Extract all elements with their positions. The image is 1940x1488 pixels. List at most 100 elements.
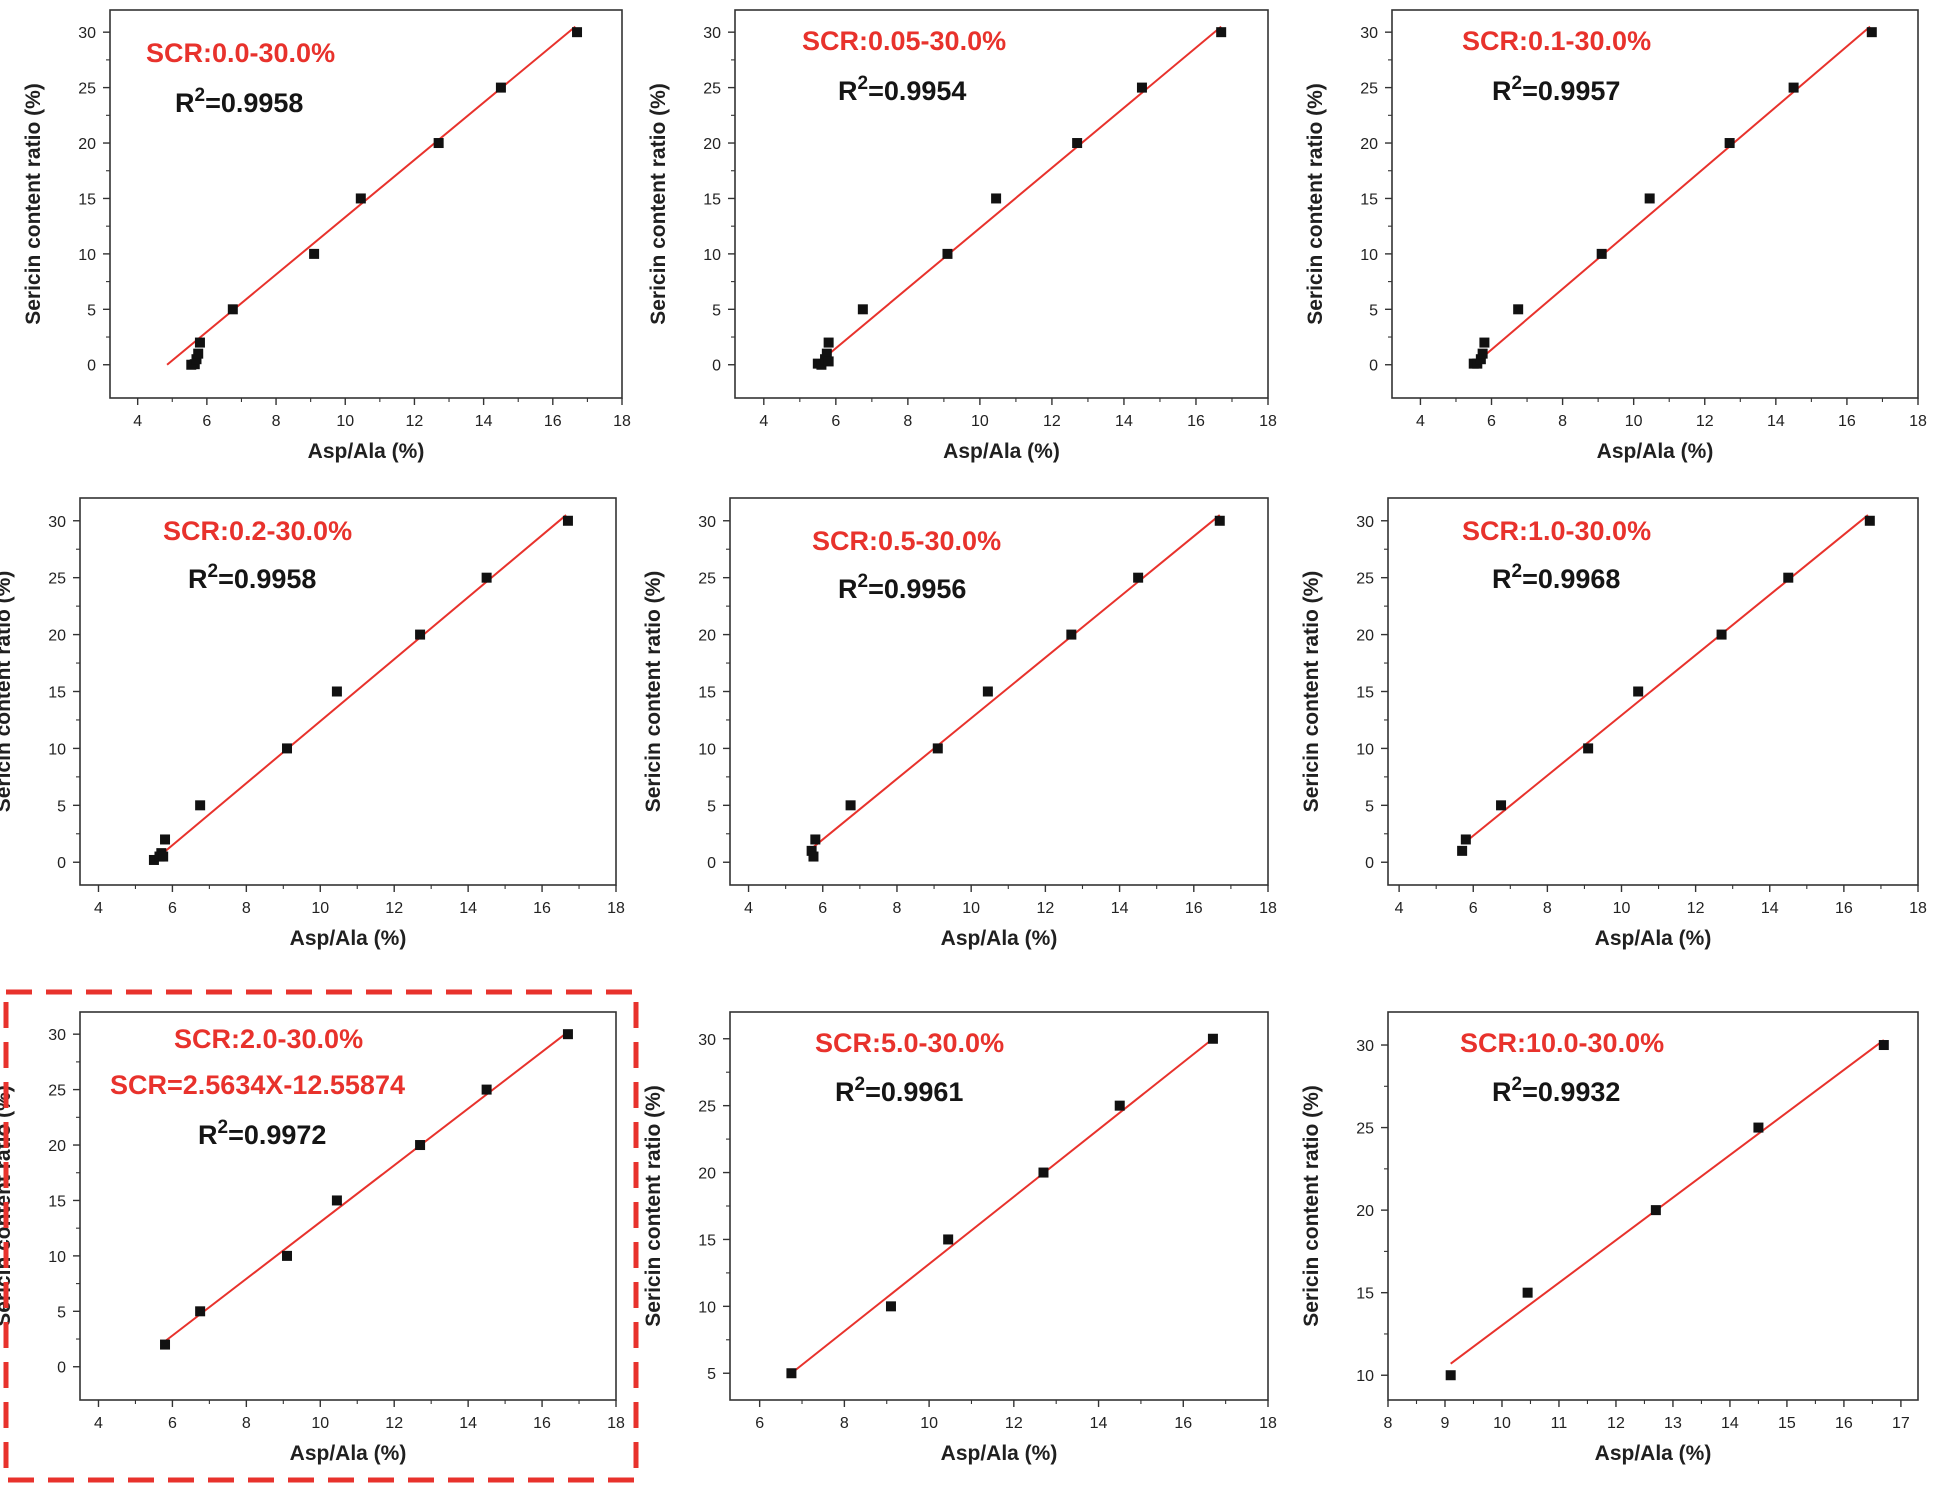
data-point [1207,1033,1218,1044]
chart-panel-4: 4 6 8 10 12 14 16 18 0 5 10 15 20 25 30 Asp/Ala (%) Seri… [0,497,625,950]
x-tick-label: 6 [1487,413,1496,430]
y-tick-label: 15 [698,685,716,702]
x-axis-title: Asp/Ala (%) [941,927,1058,950]
y-tick-label: 5 [87,302,96,319]
x-tick-label: 8 [272,413,281,430]
data-point [1457,845,1468,856]
x-tick-label: 10 [920,1415,938,1432]
x-tick-label: 10 [1493,1415,1511,1432]
data-point [495,82,506,93]
x-tick-label: 8 [840,1415,849,1432]
x-tick-label: 16 [1185,900,1203,917]
r-squared-label: R2=0.9958 [175,85,303,118]
x-tick-label: 12 [1607,1415,1625,1432]
data-point [193,348,204,359]
data-point [982,686,993,697]
x-axis-title: Asp/Ala (%) [1595,927,1712,950]
x-tick-label: 18 [1909,413,1927,430]
r-squared-label: R2=0.9956 [838,571,966,604]
data-point [1038,1167,1049,1178]
x-axis-title: Asp/Ala (%) [1597,440,1714,463]
y-tick-label: 20 [1360,136,1378,153]
data-point [1216,27,1227,38]
x-tick-label: 10 [962,900,980,917]
x-tick-label: 6 [755,1415,764,1432]
y-tick-label: 30 [48,1027,66,1044]
r-squared-label: R2=0.9932 [1492,1074,1620,1107]
x-axis-title: Asp/Ala (%) [943,440,1060,463]
r-squared-label: R2=0.9972 [198,1117,326,1150]
y-tick-label: 0 [87,358,96,375]
data-point [823,356,834,367]
y-tick-label: 5 [1369,302,1378,319]
y-tick-label: 15 [78,191,96,208]
x-tick-label: 4 [133,413,142,430]
y-tick-label: 15 [1356,685,1374,702]
data-point [1650,1205,1661,1216]
x-tick-label: 8 [1384,1415,1393,1432]
data-point [1753,1122,1764,1133]
x-axis-title: Asp/Ala (%) [941,1442,1058,1465]
data-point [808,851,819,862]
y-tick-label: 5 [707,1366,716,1383]
range-label: SCR:0.1-30.0% [1462,26,1651,56]
y-tick-label: 25 [78,81,96,98]
y-tick-label: 5 [707,798,716,815]
plot-frame [734,9,1269,399]
x-tick-label: 16 [1838,413,1856,430]
y-tick-label: 30 [698,1032,716,1049]
data-point [481,1084,492,1095]
r-squared-label: R2=0.9954 [838,73,966,106]
plot-frame [1387,1011,1919,1401]
range-label: SCR:5.0-30.0% [815,1028,1004,1058]
chart-panel-2: 4 6 8 10 12 14 16 18 0 5 10 15 20 25 30 Asp/Ala (%) Seri… [647,9,1277,463]
chart-panel-9: 8 9 10 11 12 13 14 15 16 17 10 15 20 25 30 Asp/Ala (%) S… [1300,1011,1919,1465]
x-tick-label: 18 [1259,1415,1277,1432]
y-tick-label: 30 [1356,1038,1374,1055]
data-point [810,834,821,845]
x-tick-label: 18 [613,413,631,430]
y-tick-label: 0 [57,1360,66,1377]
r-squared-label: R2=0.9957 [1492,73,1620,106]
data-point [415,1140,426,1151]
x-tick-label: 12 [1005,1415,1023,1432]
chart-panel-5: 4 6 8 10 12 14 16 18 0 5 10 15 20 25 30 Asp/Ala (%) Seri… [642,497,1277,950]
y-tick-label: 25 [703,81,721,98]
data-point [1864,515,1875,526]
data-point [1596,248,1607,259]
data-point [1522,1287,1533,1298]
data-point [1066,629,1077,640]
y-tick-label: 30 [1356,514,1374,531]
fit-line [790,1037,1214,1375]
data-point [845,800,856,811]
y-tick-label: 25 [1356,571,1374,588]
x-tick-label: 4 [744,900,753,917]
y-tick-label: 25 [48,571,66,588]
regression-equation: SCR=2.5634X-12.55874 [110,1070,405,1100]
y-tick-label: 25 [698,571,716,588]
y-tick-label: 25 [698,1099,716,1116]
y-tick-label: 15 [1356,1286,1374,1303]
x-tick-label: 8 [1543,900,1552,917]
y-tick-label: 5 [57,1304,66,1321]
x-axis-title: Asp/Ala (%) [308,440,425,463]
data-point [1513,304,1524,315]
data-point [942,248,953,259]
data-point [562,1029,573,1040]
y-tick-label: 25 [1356,1121,1374,1138]
x-tick-label: 6 [818,900,827,917]
data-point [821,348,832,359]
x-tick-label: 10 [971,413,989,430]
x-tick-label: 18 [1259,413,1277,430]
x-tick-label: 6 [831,413,840,430]
x-tick-label: 14 [1090,1415,1108,1432]
x-tick-label: 14 [1767,413,1785,430]
x-tick-label: 14 [459,1415,477,1432]
data-point [331,686,342,697]
x-tick-label: 8 [242,900,251,917]
y-tick-label: 5 [57,798,66,815]
range-label: SCR:0.05-30.0% [802,26,1006,56]
data-point [1136,82,1147,93]
y-axis-title: Sericin content ratio (%) [647,83,670,325]
